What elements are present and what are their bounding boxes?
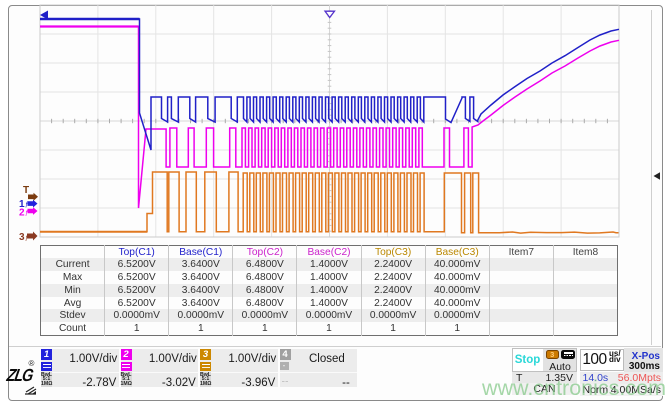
svg-text:ƒ: ƒ — [25, 201, 29, 208]
svg-text:ƒ: ƒ — [25, 210, 29, 217]
svg-text:3: 3 — [19, 232, 25, 243]
svg-text:1: 1 — [19, 199, 25, 210]
svg-text:2: 2 — [19, 208, 25, 219]
svg-text:T: T — [23, 185, 29, 196]
